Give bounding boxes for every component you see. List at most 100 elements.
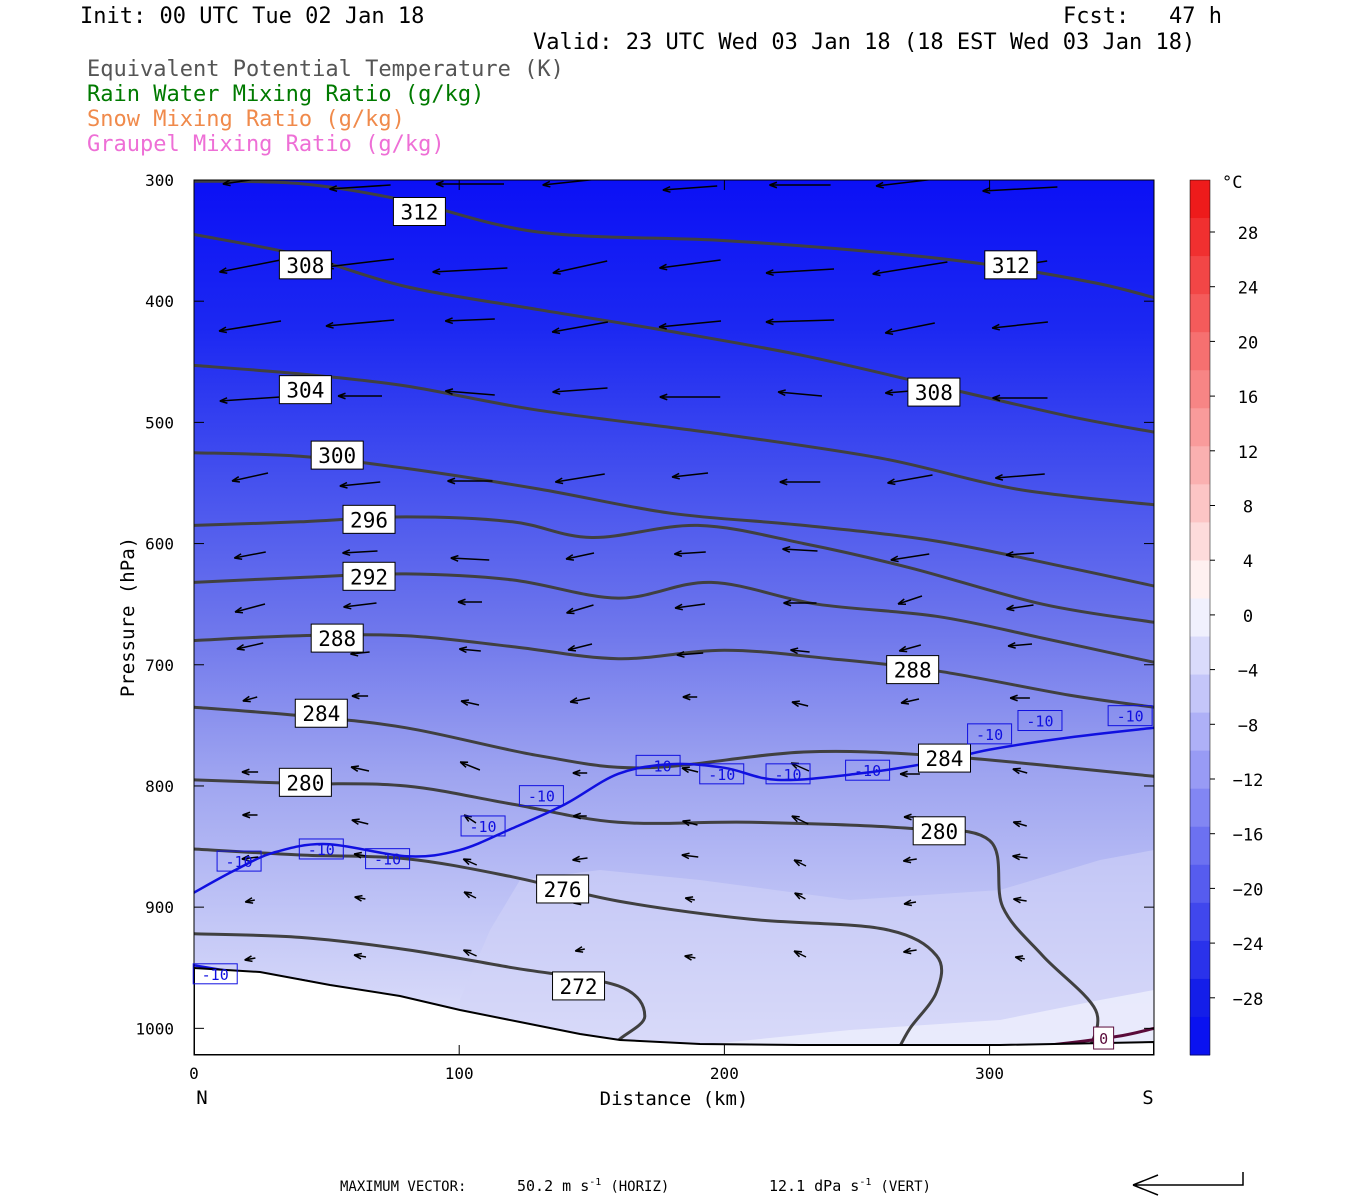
isotherm-label: -10	[460, 815, 506, 837]
wind-vector	[994, 473, 1045, 481]
y-tick-label: 800	[145, 777, 174, 796]
colorbar-swatch	[1190, 560, 1210, 599]
wind-vector	[682, 819, 698, 827]
wind-vector	[351, 818, 369, 826]
theta-e-label-text: 284	[926, 747, 964, 771]
init-time: Init: 00 UTC Tue 02 Jan 18	[80, 4, 425, 29]
colorbar-tick-label: 4	[1243, 552, 1253, 572]
wind-vector	[572, 855, 588, 863]
wind-vector	[566, 604, 594, 615]
isotherm-label-text: -10	[226, 853, 253, 871]
wind-vector	[353, 952, 367, 960]
colorbar-tick-label: 0	[1243, 607, 1253, 627]
theta-e-label: 292	[342, 561, 396, 591]
y-tick-label: 700	[145, 656, 174, 675]
warm-region-shading	[460, 850, 1154, 1055]
colorbar-tick-label: −8	[1238, 716, 1258, 736]
colorbar-tick-label: −4	[1238, 662, 1258, 682]
wind-vector	[222, 180, 256, 187]
theta-e-label: 280	[278, 767, 332, 797]
wind-vector	[902, 856, 917, 864]
wind-vector	[884, 322, 935, 335]
wind-vector	[244, 955, 256, 963]
wind-vector	[681, 766, 699, 774]
wind-vector	[872, 261, 948, 277]
theta-e-label: 272	[552, 971, 606, 1001]
wind-vector	[992, 394, 1048, 402]
y-tick-label: 400	[145, 292, 174, 311]
colorbar-swatch	[1190, 788, 1210, 828]
theta-e-contour-280	[194, 778, 1100, 1054]
colorbar-swatch	[1190, 484, 1210, 523]
wind-vector	[457, 598, 482, 606]
wind-vector	[325, 319, 395, 329]
wind-vector	[218, 320, 282, 334]
wind-vector	[569, 697, 591, 704]
wind-vector	[794, 892, 806, 900]
wind-vector	[790, 647, 810, 655]
colorbar-tick-label: 20	[1238, 333, 1258, 353]
colorbar-swatch	[1190, 940, 1210, 980]
field-legend: Equivalent Potential Temperature (K) Rai…	[87, 57, 564, 157]
y-tick-label: 600	[145, 535, 174, 554]
wind-vector	[444, 388, 495, 396]
colorbar-frame	[1189, 179, 1211, 1056]
y-tick-label: 300	[145, 171, 174, 190]
theta-e-label-text: 280	[286, 771, 324, 795]
theta-e-label: 308	[907, 377, 961, 407]
wind-vector	[462, 858, 478, 866]
valid-time: Valid: 23 UTC Wed 03 Jan 18 (18 EST Wed …	[533, 30, 1196, 55]
theta-e-label-text: 292	[350, 565, 388, 589]
colorbar-swatch	[1190, 864, 1210, 904]
theta-e-label-text: 300	[318, 444, 356, 468]
wind-vector	[1009, 694, 1030, 702]
theta-e-label: 312	[392, 197, 446, 227]
isotherm-label: -10	[1107, 705, 1153, 727]
colorbar-swatch	[1190, 902, 1210, 942]
wind-vector	[903, 947, 917, 955]
wind-vector	[458, 646, 481, 654]
wind-vector	[791, 700, 809, 708]
wind-vector	[662, 185, 718, 193]
wind-vector	[897, 595, 923, 605]
wind-vector	[769, 181, 831, 189]
wind-vector	[900, 698, 920, 705]
colorbar-tick-label: −28	[1233, 990, 1264, 1010]
theta-e-label-text: 296	[350, 508, 388, 532]
wind-vector	[1005, 551, 1035, 558]
theta-e-label-text: 304	[286, 379, 324, 403]
theta-e-label-text: 288	[318, 627, 356, 651]
colorbar-swatch	[1190, 826, 1210, 866]
wind-vector	[898, 644, 922, 653]
wind-vector	[793, 950, 807, 958]
max-vector-horiz: 50.2 m s-1 (HORIZ)	[517, 1177, 669, 1195]
theta-e-label-text: 308	[286, 254, 324, 278]
wind-vector	[567, 643, 593, 652]
isotherm-label: -10	[967, 723, 1013, 745]
wind-vector	[783, 599, 817, 607]
colorbar-tick-label: 12	[1238, 443, 1258, 463]
isotherm-label-text: -10	[708, 766, 735, 784]
legend-theta-e: Equivalent Potential Temperature (K)	[87, 57, 564, 82]
colorbar-swatch	[1190, 978, 1210, 1018]
colorbar-tick-label: 16	[1238, 388, 1258, 408]
wind-vector	[659, 259, 721, 271]
colorbar-tick-label: −24	[1233, 935, 1264, 955]
theta-e-label: 304	[278, 375, 332, 405]
isotherm-label: -10	[192, 963, 238, 985]
isotherm-label: -10	[216, 850, 262, 872]
wind-vector	[342, 549, 378, 557]
isotherm-zero-label: 0	[1093, 1026, 1115, 1050]
wind-vector	[791, 815, 809, 825]
wind-vector	[552, 387, 608, 395]
theta-e-label: 284	[294, 698, 348, 728]
wind-vector	[658, 320, 722, 330]
y-tick-label: 500	[145, 413, 174, 432]
wind-vector	[574, 946, 585, 953]
wind-vector	[875, 180, 934, 189]
isotherm-label: -10	[1017, 710, 1063, 732]
wind-vector	[244, 897, 255, 904]
wind-vector	[1013, 896, 1027, 904]
north-label: N	[196, 1087, 207, 1109]
isotherm-zero-label-text: 0	[1099, 1030, 1108, 1048]
